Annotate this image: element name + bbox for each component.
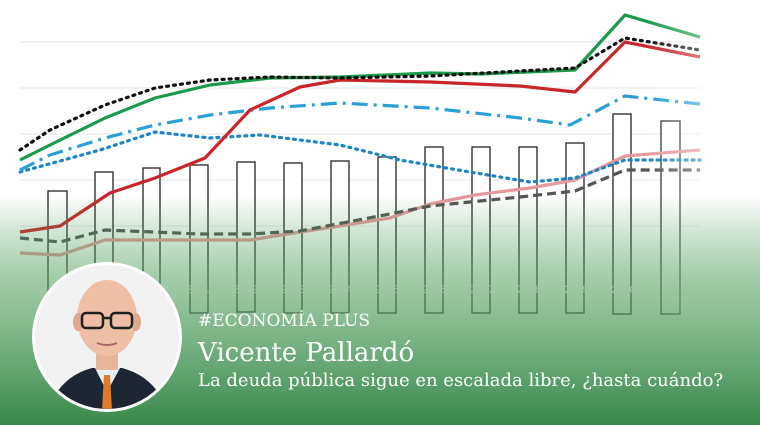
year-label: 2014: [328, 284, 352, 296]
year-label: 2016: [422, 284, 446, 296]
year-label: 2018: [517, 284, 541, 296]
year-label: 2012: [233, 284, 257, 296]
year-label: 2020: [611, 284, 635, 296]
headline: La deuda pública sigue en escalada libre…: [198, 370, 723, 391]
tag: #ECONOMÍA PLUS: [198, 310, 370, 331]
year-labels: 2011 2012 2013 2014 2015 2016 2017 2018 2019 2020…: [186, 284, 674, 296]
year-label: 2: [668, 284, 674, 296]
year-label: 2013: [280, 284, 304, 296]
year-label: 2015: [375, 284, 399, 296]
year-label: 2017: [470, 284, 494, 296]
author: Vicente Pallardó: [197, 338, 414, 368]
year-label: 2011: [186, 284, 210, 296]
year-label: 2019: [564, 284, 588, 296]
